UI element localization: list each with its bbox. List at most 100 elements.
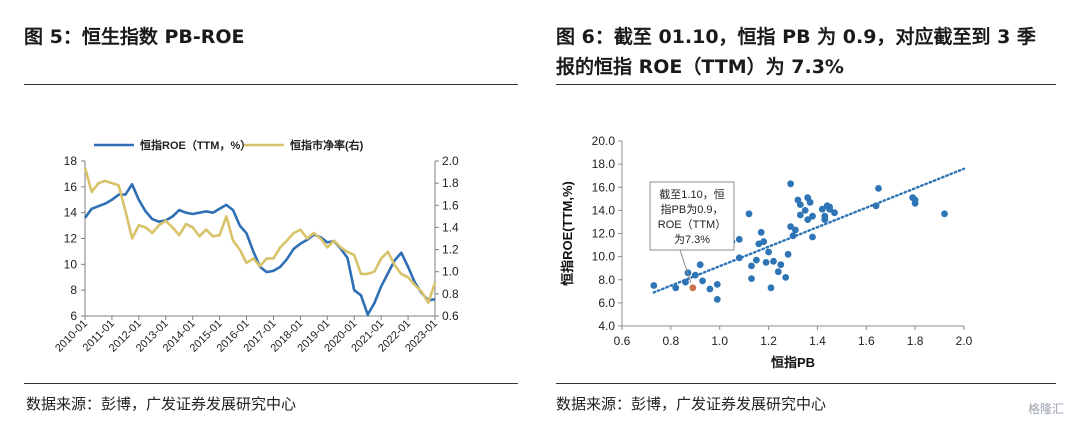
scatter-point: [789, 232, 797, 240]
figure-6-title-line2: 报的恒指 ROE（TTM）为 7.3%: [556, 56, 844, 78]
scatter-point: [753, 256, 760, 264]
y-tick-label: 8.0: [598, 273, 615, 287]
left-y-tick-label: 14: [64, 206, 78, 220]
legend-label: 恒指ROE（TTM，%）: [140, 138, 251, 152]
left-y-tick-label: 10: [64, 257, 78, 271]
y-tick-label: 16.0: [592, 180, 616, 194]
scatter-point: [713, 296, 721, 303]
scatter-point: [748, 262, 755, 270]
scatter-point: [872, 202, 880, 210]
scatter-point: [696, 261, 704, 269]
left-y-tick-label: 12: [64, 232, 78, 246]
trend-line: [652, 167, 966, 294]
left-y-tick-label: 16: [64, 180, 78, 194]
y-tick-label: 10.0: [592, 250, 616, 264]
callout-text-line: 为7.3%: [674, 233, 710, 246]
figure-6-title: 图 6：截至 01.10，恒指 PB 为 0.9，对应截至到 3 季 报的恒指 …: [556, 22, 1056, 82]
y-tick-label: 14.0: [592, 203, 616, 217]
scatter-point: [762, 259, 770, 266]
right-y-tick-label: 1.2: [442, 243, 459, 257]
scatter-point: [821, 216, 829, 224]
y-tick-label: 18.0: [592, 157, 616, 171]
bottom-rule: [24, 383, 518, 384]
bottom-rule: [556, 383, 1056, 384]
y-tick-label: 4.0: [598, 319, 615, 333]
left-panel: 图 5：恒生指数 PB-ROE 6 8 10 12 14 16 18 0.6 0.8 1.0 1.2…: [24, 26, 518, 413]
scatter-point: [777, 261, 785, 269]
scatter-point: [875, 185, 882, 192]
scatter-point: [774, 268, 782, 276]
source-note: 数据来源：彭博，广发证券发展研究中心: [26, 395, 297, 413]
left-y-tick-label: 18: [64, 154, 78, 168]
callout-leader: [679, 249, 692, 284]
roe-pb-line-chart: 6810121416180.60.81.01.21.41.61.82.02010…: [53, 138, 459, 355]
scatter-point: [735, 235, 743, 243]
x-tick-label: 1.4: [809, 334, 826, 348]
scatter-point: [706, 285, 714, 293]
roe-series-line: [83, 183, 436, 316]
left-y-tick-label: 6: [70, 309, 77, 323]
right-y-tick-label: 0.6: [442, 309, 459, 323]
scatter-point: [801, 207, 809, 214]
callout-text-line: 指PB为0.9，: [661, 202, 724, 216]
callout-box: [649, 181, 735, 251]
y-tick-label: 6.0: [598, 296, 615, 310]
right-y-tick-label: 1.4: [442, 220, 459, 234]
right-y-tick-label: 0.8: [442, 287, 459, 301]
figure-6-title-line1: 图 6：截至 01.10，恒指 PB 为 0.9，对应截至到 3 季: [556, 26, 1036, 48]
source-note: 数据来源：彭博，广发证券发展研究中心: [556, 395, 827, 413]
scatter-point: [792, 226, 799, 234]
scatter-point: [699, 277, 706, 285]
scatter-point: [911, 196, 919, 204]
top-rule: [556, 84, 1056, 85]
right-y-tick-label: 2.0: [442, 154, 459, 168]
y-axis-title: 恒指ROE(TTM,%): [560, 181, 575, 286]
scatter-point: [818, 205, 826, 213]
x-tick-label: 0.6: [614, 334, 631, 348]
pb-roe-scatter-chart: 4.0 6.0 8.0 10.0 12.0 14.0 16.0 18.0 20.0 0.6 0.8 1…: [560, 134, 973, 370]
x-tick-label: 1.0: [711, 334, 728, 348]
right-panel: 图 6：截至 01.10，恒指 PB 为 0.9，对应截至到 3 季 报的恒指 …: [540, 0, 1080, 428]
scatter-point: [804, 216, 812, 224]
scatter-point: [757, 228, 765, 236]
scatter-point: [713, 281, 721, 288]
scatter-point: [809, 233, 816, 241]
scatter-point: [650, 282, 658, 289]
scatter-point: [784, 250, 792, 258]
left-y-tick-label: 8: [70, 283, 77, 297]
scatter-point: [682, 278, 689, 286]
scatter-point: [787, 180, 794, 188]
scatter-point: [796, 201, 804, 208]
scatter-point: [760, 238, 768, 246]
x-tick-label: 0.8: [663, 334, 680, 348]
scatter-point: [796, 211, 804, 219]
x-tick-label: 1.2: [760, 334, 777, 348]
callout-text-line: 截至1.10，恒: [659, 187, 724, 201]
x-tick-label: 2.0: [956, 334, 973, 348]
scatter-point: [806, 198, 814, 206]
scatter-point: [765, 248, 772, 256]
scatter-point: [691, 271, 699, 279]
scatter-point: [735, 254, 743, 262]
right-y-tick-label: 1.6: [442, 198, 459, 212]
scatter-point: [809, 212, 816, 220]
right-y-tick-label: 1.0: [442, 265, 459, 279]
callout-text-line: ROE（TTM）: [658, 218, 726, 231]
figure-5-title: 图 5：恒生指数 PB-ROE: [24, 26, 245, 48]
watermark: 格隆汇: [1027, 402, 1064, 416]
x-tick-label: 1.6: [858, 334, 875, 348]
x-tick-label: 1.8: [907, 334, 924, 348]
top-rule: [24, 84, 518, 85]
scatter-point: [831, 209, 838, 217]
scatter-point: [745, 210, 753, 218]
y-tick-label: 12.0: [592, 227, 616, 241]
right-y-tick-label: 1.8: [442, 176, 459, 190]
x-axis-title: 恒指PB: [771, 355, 815, 370]
scatter-point: [826, 203, 833, 211]
scatter-point: [770, 257, 777, 265]
scatter-point: [941, 210, 948, 218]
scatter-point: [672, 284, 680, 292]
pb-series-line: [83, 167, 437, 304]
scatter-point: [787, 223, 794, 231]
scatter-point: [767, 284, 775, 292]
